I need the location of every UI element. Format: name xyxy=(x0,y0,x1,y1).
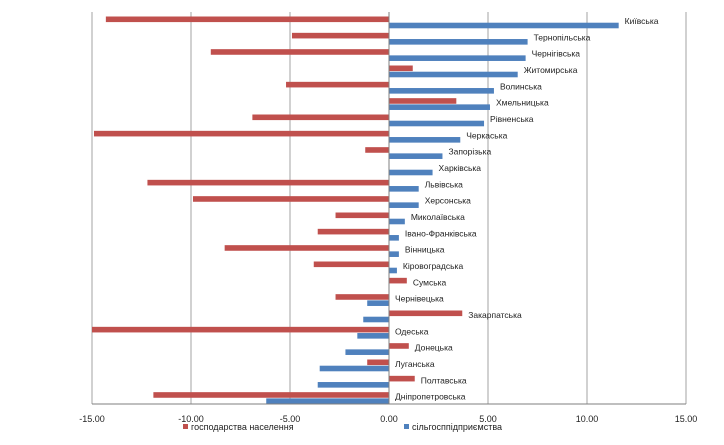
category-label: Луганська xyxy=(395,359,435,369)
bar-enterprises xyxy=(389,153,443,159)
category-label: Донецька xyxy=(415,343,453,353)
bars xyxy=(92,16,619,404)
bar-households xyxy=(389,65,413,72)
bar-households xyxy=(192,196,389,202)
x-tick-label: -10.00 xyxy=(178,414,204,424)
category-labels: Київська Тернопільська Чернігівська Житомир… xyxy=(395,16,659,402)
category-label: Миколаївська xyxy=(411,212,465,222)
category-label: Дніпропетровська xyxy=(395,392,466,402)
bar-enterprises xyxy=(389,104,490,110)
bar-enterprises xyxy=(389,137,461,143)
bar-households xyxy=(92,326,389,333)
bar-enterprises xyxy=(389,267,397,274)
bar-enterprises xyxy=(389,39,528,45)
bar-households xyxy=(389,375,415,382)
bar-enterprises xyxy=(266,398,389,404)
legend-label-households: господарства населення xyxy=(191,422,294,432)
category-label: Полтавська xyxy=(421,375,467,385)
bar-enterprises xyxy=(363,316,389,323)
bar-households xyxy=(147,179,389,186)
bar-enterprises xyxy=(367,300,389,306)
bar-households xyxy=(389,310,463,317)
x-tick-label: 5.00 xyxy=(479,414,497,424)
legend-label-enterprises: сільгосппідприємства xyxy=(412,422,502,432)
bar-enterprises xyxy=(389,55,526,61)
category-label: Черкаська xyxy=(466,130,507,140)
legend-swatch-enterprises xyxy=(404,424,409,429)
x-tick-label: 15.00 xyxy=(675,414,698,424)
bar-households xyxy=(105,16,390,23)
bar-enterprises xyxy=(389,71,518,78)
bar-households xyxy=(252,114,389,121)
category-label: Хмельницька xyxy=(496,98,549,108)
category-label: Херсонська xyxy=(425,196,471,206)
bar-households xyxy=(389,277,407,284)
bar-households xyxy=(389,98,457,104)
bar-households xyxy=(286,81,389,88)
x-tick-labels: -15.00 -10.00 -5.00 0.00 5.00 10.00 15.00 xyxy=(79,414,697,424)
category-label: Київська xyxy=(625,16,659,26)
bar-households xyxy=(367,359,389,366)
category-label: Львівська xyxy=(425,179,463,189)
bar-households xyxy=(335,212,389,219)
bar-enterprises xyxy=(389,88,494,94)
category-label: Запорізька xyxy=(448,147,491,157)
category-label: Харківська xyxy=(439,163,482,173)
bar-enterprises xyxy=(389,251,399,257)
category-label: Кіровоградська xyxy=(403,261,464,271)
category-label: Чернівецька xyxy=(395,294,444,304)
bar-enterprises xyxy=(389,120,485,127)
category-label: Вінницька xyxy=(405,245,445,255)
category-label: Житомирська xyxy=(524,65,578,75)
category-label: Одеська xyxy=(395,326,429,336)
legend: господарства населення сільгосппідприємс… xyxy=(183,422,502,432)
bar-enterprises xyxy=(319,365,389,372)
category-label: Чернігівська xyxy=(532,49,581,59)
bar-enterprises xyxy=(389,186,419,192)
bar-households xyxy=(210,49,389,55)
x-tick-label: -15.00 xyxy=(79,414,105,424)
bar-households xyxy=(224,245,389,251)
category-label: Тернопільська xyxy=(534,32,591,42)
bar-households xyxy=(335,294,389,300)
bar-enterprises xyxy=(389,235,399,241)
bar-enterprises xyxy=(389,202,419,208)
bar-enterprises xyxy=(317,382,389,388)
x-tick-label: 0.00 xyxy=(380,414,398,424)
x-tick-label: -5.00 xyxy=(280,414,301,424)
bar-households xyxy=(93,130,389,137)
bar-households xyxy=(291,32,389,39)
bar-enterprises xyxy=(357,333,389,339)
bar-enterprises xyxy=(389,169,433,176)
legend-swatch-households xyxy=(183,424,188,429)
category-label: Сумська xyxy=(413,277,447,287)
category-label: Закарпатська xyxy=(468,310,522,320)
x-tick-label: 10.00 xyxy=(576,414,599,424)
bar-households xyxy=(153,392,389,398)
bar-households xyxy=(313,261,389,268)
bar-households xyxy=(365,147,389,153)
bar-households xyxy=(317,228,389,235)
bar-enterprises xyxy=(389,22,619,29)
bar-households xyxy=(389,343,409,349)
category-label: Рівненська xyxy=(490,114,534,124)
bar-enterprises xyxy=(389,218,405,225)
category-label: Волинська xyxy=(500,81,542,91)
category-label: Івано-Франківська xyxy=(405,228,477,238)
bar-enterprises xyxy=(345,349,389,355)
